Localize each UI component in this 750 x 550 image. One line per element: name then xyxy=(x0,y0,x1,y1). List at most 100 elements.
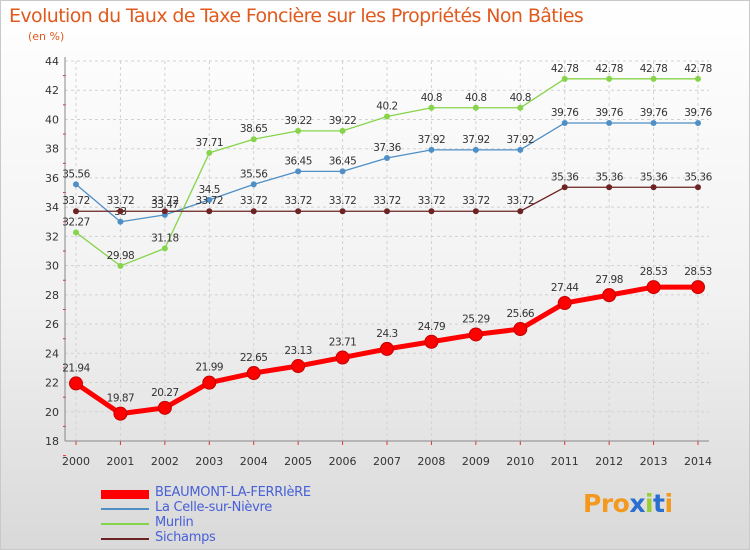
data-point xyxy=(424,334,439,349)
y-tick-label: 26 xyxy=(45,318,59,331)
data-label: 42.78 xyxy=(640,63,668,75)
data-point xyxy=(113,406,128,421)
data-label: 37.92 xyxy=(418,134,446,146)
legend: BEAUMONT-LA-FERRIèRE La Celle-sur-Nièvre M… xyxy=(101,485,421,547)
data-label: 32.27 xyxy=(62,216,90,228)
x-tick-label: 2014 xyxy=(684,455,712,468)
data-point xyxy=(339,168,346,175)
data-point xyxy=(202,375,217,390)
data-point xyxy=(246,366,261,381)
x-tick-label: 2013 xyxy=(640,455,668,468)
data-point xyxy=(161,245,168,252)
data-point xyxy=(691,280,705,295)
data-label: 21.94 xyxy=(62,362,90,374)
data-point xyxy=(380,341,394,356)
data-point xyxy=(384,208,390,215)
data-point xyxy=(472,104,479,111)
legend-swatch xyxy=(101,538,149,540)
y-tick-label: 18 xyxy=(45,435,59,448)
data-point xyxy=(117,218,124,225)
data-label: 28.53 xyxy=(684,266,712,278)
data-label: 19.87 xyxy=(107,393,135,405)
x-tick-label: 2006 xyxy=(329,455,357,468)
data-label: 23.13 xyxy=(284,345,312,357)
legend-item: BEAUMONT-LA-FERRIèRE xyxy=(101,485,421,502)
data-point xyxy=(561,75,568,82)
data-point xyxy=(73,229,79,236)
data-point xyxy=(206,208,213,215)
data-point xyxy=(206,149,213,156)
data-label: 33.72 xyxy=(62,195,90,207)
data-label: 24.3 xyxy=(376,328,397,340)
data-point xyxy=(517,146,524,153)
x-tick-label: 2012 xyxy=(595,455,623,468)
data-point xyxy=(517,208,524,215)
legend-label: La Celle-sur-Nièvre xyxy=(155,500,272,515)
data-label: 36.45 xyxy=(284,155,312,167)
data-label: 33.72 xyxy=(107,195,135,207)
data-label: 25.66 xyxy=(507,308,535,320)
data-point xyxy=(428,104,435,111)
data-label: 40.8 xyxy=(465,92,486,104)
data-point xyxy=(157,400,172,415)
data-label: 33.72 xyxy=(151,195,179,207)
x-tick-label: 2002 xyxy=(151,455,179,468)
data-point xyxy=(117,262,124,269)
data-label: 37.36 xyxy=(373,142,401,154)
data-point xyxy=(339,127,346,134)
legend-swatch xyxy=(101,523,149,525)
data-label: 22.65 xyxy=(240,352,268,364)
data-label: 40.8 xyxy=(510,92,531,104)
y-tick-label: 40 xyxy=(45,113,59,126)
data-label: 24.79 xyxy=(418,321,446,333)
data-label: 35.56 xyxy=(62,168,90,180)
data-point xyxy=(291,359,306,374)
data-point xyxy=(695,75,701,82)
data-point xyxy=(384,113,390,120)
data-label: 39.22 xyxy=(329,115,357,127)
x-tick-label: 2004 xyxy=(240,455,268,468)
data-label: 37.71 xyxy=(196,137,224,149)
x-tick-label: 2009 xyxy=(462,455,490,468)
proxiti-logo: Proxiti xyxy=(583,489,673,518)
data-label: 35.36 xyxy=(551,171,579,183)
data-point xyxy=(339,208,346,215)
data-label: 21.99 xyxy=(196,362,224,374)
data-label: 37.92 xyxy=(507,134,535,146)
x-tick-label: 2005 xyxy=(284,455,312,468)
data-label: 33.72 xyxy=(240,195,268,207)
data-point xyxy=(335,350,350,365)
data-point xyxy=(695,119,701,126)
data-label: 27.44 xyxy=(551,282,579,294)
x-tick-label: 2003 xyxy=(195,455,223,468)
data-point xyxy=(472,146,479,153)
data-label: 31.18 xyxy=(151,232,179,244)
data-label: 33.47 xyxy=(151,199,179,211)
data-point xyxy=(295,168,302,175)
data-point xyxy=(161,208,168,215)
y-tick-label: 20 xyxy=(45,406,59,419)
y-tick-label: 44 xyxy=(45,55,59,68)
data-point xyxy=(646,280,661,295)
data-point xyxy=(295,127,302,134)
data-point xyxy=(606,119,613,126)
y-tick-label: 28 xyxy=(45,289,59,302)
data-label: 42.78 xyxy=(551,63,579,75)
data-label: 33.72 xyxy=(284,195,312,207)
data-label: 39.76 xyxy=(595,107,623,119)
data-point xyxy=(561,119,568,126)
data-point xyxy=(73,208,79,215)
y-tick-label: 24 xyxy=(45,347,59,360)
data-point xyxy=(69,376,83,391)
data-point xyxy=(517,104,524,111)
data-point xyxy=(650,75,657,82)
legend-item: Murlin xyxy=(101,515,421,532)
data-point xyxy=(295,208,302,215)
data-label: 25.29 xyxy=(462,313,490,325)
y-tick-label: 22 xyxy=(45,377,59,390)
data-point xyxy=(384,155,390,162)
legend-swatch xyxy=(101,489,149,499)
x-tick-label: 2010 xyxy=(506,455,534,468)
y-tick-label: 34 xyxy=(45,201,59,214)
legend-label: Murlin xyxy=(155,515,194,530)
